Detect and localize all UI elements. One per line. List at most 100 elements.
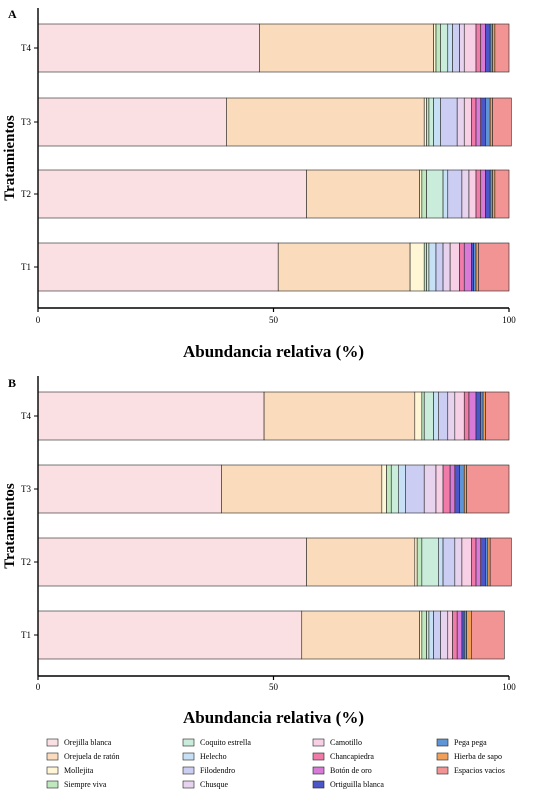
bar-segment-pega-pega-t1 — [473, 242, 477, 292]
bar-segment-hierba-de-sapo-t4 — [482, 391, 486, 441]
bar-segment-ortiguilla-blanca-t1 — [461, 610, 465, 660]
legend-label-pega-pega: Pega pega — [454, 738, 487, 747]
bar-segment-orejuela-de-raton-t4 — [259, 23, 434, 73]
bar-segment-helecho-t3 — [398, 464, 406, 514]
bar-segment-chancapiedra-t3 — [471, 97, 477, 147]
bar-segment-orejilla-blanca-t1 — [37, 242, 279, 292]
bar-segment-orejuela-de-raton-t4 — [263, 391, 416, 441]
y-axis-label: Tratamientos — [2, 483, 18, 569]
bar-segment-chusque-t2 — [461, 169, 470, 219]
panel-b: B T4 T3 T2 T1 0 50 100 Abundancia relativa (%) Tr… — [2, 376, 516, 727]
bar-segment-chusque-t1 — [442, 242, 451, 292]
bar-segment-filodendro-t2 — [447, 169, 463, 219]
bar-segment-filodendro-t3 — [405, 464, 425, 514]
bar-segment-siempre-viva-t2 — [416, 537, 423, 587]
bar-segment-filodendro-t3 — [440, 97, 458, 147]
legend-swatch-hierba-de-sapo — [436, 752, 449, 761]
legend-label-boton-de-oro: Botón de oro — [330, 766, 372, 775]
bar-segment-boton-de-oro-t3 — [449, 464, 456, 514]
bar-segment-coquito-estrella-t2 — [426, 169, 444, 219]
bar-segment-coquito-estrella-t4 — [440, 23, 449, 73]
category-label-t1: T1 — [21, 630, 31, 640]
bar-segment-hierba-de-sapo-t3 — [463, 464, 467, 514]
bar-segment-mollejita-t3 — [381, 464, 387, 514]
bar-segment-chancapiedra-t1 — [452, 610, 458, 660]
bar-segment-helecho-t1 — [428, 242, 437, 292]
bar-segment-helecho-t4 — [447, 23, 453, 73]
bar-segment-boton-de-oro-t1 — [456, 610, 463, 660]
legend-swatch-boton-de-oro — [312, 766, 325, 775]
bar-segment-filodendro-t2 — [442, 537, 456, 587]
bar-segment-filodendro-t1 — [433, 610, 442, 660]
bar-segment-hierba-de-sapo-t2 — [487, 537, 491, 587]
x-tick-label: 50 — [269, 682, 279, 692]
bar-segment-camotillo-t3 — [463, 97, 472, 147]
bar-segment-helecho-t2 — [438, 537, 444, 587]
bar-segment-siempre-viva-t2 — [421, 169, 427, 219]
panel-letter: B — [8, 376, 16, 390]
legend-label-chancapiedra: Chancapiedra — [330, 752, 374, 761]
bar-segment-siempre-viva-t1 — [423, 242, 427, 292]
legend-label-chusque: Chusque — [200, 780, 228, 789]
bar-segment-ortiguilla-blanca-t1 — [471, 242, 474, 292]
bar-segment-orejilla-blanca-t3 — [37, 97, 227, 147]
bar-segment-orejilla-blanca-t4 — [37, 23, 260, 73]
bar-segment-pega-pega-t3 — [459, 464, 465, 514]
bar-segment-mollejita-t4 — [433, 23, 437, 73]
bar-segment-orejuela-de-raton-t3 — [226, 97, 425, 147]
bar-segment-helecho-t1 — [428, 610, 434, 660]
bar-segment-filodendro-t4 — [438, 391, 449, 441]
bar-segment-mollejita-t1 — [419, 610, 423, 660]
bar-segment-ortiguilla-blanca-t3 — [480, 97, 486, 147]
bar-segment-siempre-viva-t4 — [421, 391, 425, 441]
legend-swatch-espacios-vacios — [436, 766, 449, 775]
legend-label-helecho: Helecho — [200, 752, 227, 761]
bar-segment-siempre-viva-t3 — [426, 97, 430, 147]
legend-swatch-chancapiedra — [312, 752, 325, 761]
legend-label-espacios-vacios: Espacios vacios — [454, 766, 505, 775]
bar-segment-boton-de-oro-t1 — [463, 242, 472, 292]
panel-a: A T4 T3 T2 T1 0 50 100 Abundancia relativa (%) Tr… — [2, 7, 516, 361]
bar-segment-orejilla-blanca-t1 — [37, 610, 303, 660]
bar-segment-hierba-de-sapo-t3 — [489, 97, 493, 147]
bar-segment-chusque-t4 — [447, 391, 456, 441]
bar-segment-siempre-viva-t1 — [421, 610, 427, 660]
bar-segment-espacios-vacios-t2 — [494, 169, 510, 219]
bar-segment-espacios-vacios-t4 — [494, 23, 510, 73]
bar-segment-mollejita-t1 — [409, 242, 425, 292]
panel-letter: A — [8, 7, 17, 21]
bar-segment-orejuela-de-raton-t2 — [306, 537, 416, 587]
bar-segment-hierba-de-sapo-t2 — [492, 169, 496, 219]
legend-label-orejilla-blanca: Orejilla blanca — [64, 738, 112, 747]
bar-segment-chancapiedra-t4 — [463, 391, 470, 441]
legend-swatch-camotillo — [312, 738, 325, 747]
legend-swatch-filodendro — [182, 766, 195, 775]
x-axis-label: Abundancia relativa (%) — [183, 708, 364, 727]
category-label-t3: T3 — [21, 484, 31, 494]
bar-segment-mollejita-t3 — [423, 97, 427, 147]
bar-segment-chusque-t2 — [454, 537, 463, 587]
bar-segment-camotillo-t4 — [463, 23, 477, 73]
bar-segment-chancapiedra-t2 — [475, 169, 482, 219]
bar-segment-pega-pega-t1 — [463, 610, 467, 660]
bar-segment-espacios-vacios-t3 — [492, 97, 512, 147]
legend-label-mollejita: Mollejita — [64, 766, 94, 775]
bar-segment-chancapiedra-t1 — [459, 242, 465, 292]
legend-swatch-orejilla-blanca — [46, 738, 59, 747]
bar-segment-chusque-t1 — [440, 610, 449, 660]
legend-swatch-ortiguilla-blanca — [312, 780, 325, 789]
bar-segment-pega-pega-t2 — [489, 169, 493, 219]
legend-label-siempre-viva: Siempre viva — [64, 780, 107, 789]
bar-segment-espacios-vacios-t2 — [489, 537, 512, 587]
bar-segment-espacios-vacios-t1 — [471, 610, 505, 660]
bar-segment-espacios-vacios-t1 — [478, 242, 510, 292]
legend-swatch-coquito-estrella — [182, 738, 195, 747]
x-tick-label: 100 — [502, 682, 516, 692]
x-tick-label: 0 — [36, 682, 41, 692]
bar-segment-mollejita-t4 — [414, 391, 423, 441]
bar-segment-pega-pega-t3 — [485, 97, 491, 147]
category-label-t2: T2 — [21, 557, 31, 567]
bar-segment-siempre-viva-t3 — [386, 464, 392, 514]
legend-label-hierba-de-sapo: Hierba de sapo — [454, 752, 502, 761]
